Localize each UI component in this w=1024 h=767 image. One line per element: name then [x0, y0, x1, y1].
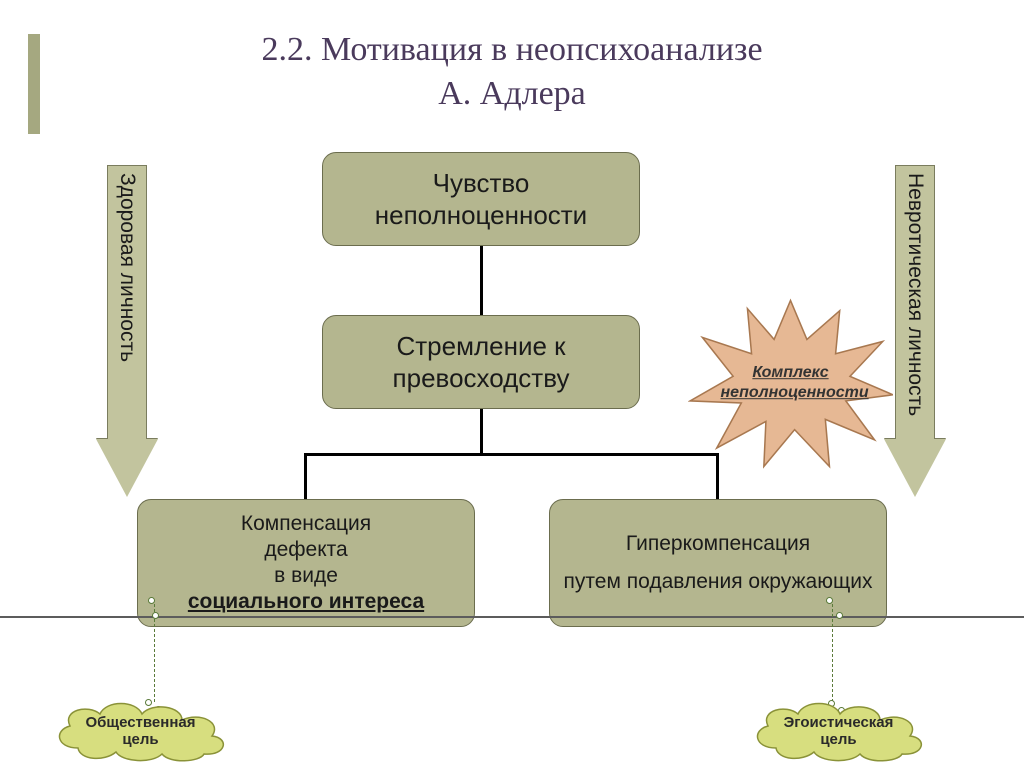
cloud-left: Общественная цель — [48, 700, 233, 762]
node-root: Чувство неполноценности — [322, 152, 640, 246]
connector-v2 — [480, 409, 483, 455]
arrow-right: Невротическая личность — [884, 165, 946, 500]
leaf-l-1: Компенсация — [241, 512, 371, 535]
leaf-r-1: Гиперкомпенсация — [626, 532, 810, 555]
dot-r2 — [836, 612, 843, 619]
arrow-left-head — [96, 439, 158, 497]
connector-v1 — [480, 246, 483, 315]
node-right-content: Гиперкомпенсация путем подавления окружа… — [564, 525, 873, 601]
leaf-l-3: в виде — [274, 564, 338, 587]
node-mid-text: Стремление к превосходству — [335, 330, 627, 395]
title-line-2: А. Адлера — [438, 75, 586, 112]
dotted-link-right — [832, 604, 833, 702]
burst-line-1: Комплекс — [752, 364, 828, 381]
node-root-text: Чувство неполноценности — [335, 167, 627, 232]
burst-complex: Комплекс неполноценности — [688, 296, 893, 471]
accent-bar — [28, 34, 40, 134]
burst-text: Комплекс неполноценности — [721, 363, 861, 405]
connector-v3 — [304, 453, 307, 499]
slide-title: 2.2. Мотивация в неопсихоанализе А. Адле… — [0, 0, 1024, 116]
connector-h — [304, 453, 719, 456]
leaf-l-2: дефекта — [264, 538, 347, 561]
cloud-right: Эгоистическая цель — [746, 700, 931, 762]
burst-line-2: неполноценности — [721, 385, 869, 402]
arrow-left-label: Здоровая личность — [115, 173, 139, 362]
dot-r1 — [826, 597, 833, 604]
cloud-right-text: Эгоистическая цель — [764, 714, 914, 749]
arrow-left: Здоровая личность — [96, 165, 158, 500]
node-left-content: Компенсация дефекта в виде социального и… — [188, 511, 424, 616]
leaf-l-em: социального интереса — [188, 590, 424, 613]
node-left-leaf: Компенсация дефекта в виде социального и… — [137, 499, 475, 627]
title-line-1: 2.2. Мотивация в неопсихоанализе — [261, 31, 762, 68]
dot-l1 — [148, 597, 155, 604]
leaf-r-2: путем подавления окружающих — [564, 570, 873, 593]
arrow-right-head — [884, 439, 946, 497]
dot-l2 — [152, 612, 159, 619]
arrow-right-label: Невротическая личность — [903, 173, 927, 416]
cloud-left-text: Общественная цель — [66, 714, 216, 749]
node-mid: Стремление к превосходству — [322, 315, 640, 409]
node-right-leaf: Гиперкомпенсация путем подавления окружа… — [549, 499, 887, 627]
